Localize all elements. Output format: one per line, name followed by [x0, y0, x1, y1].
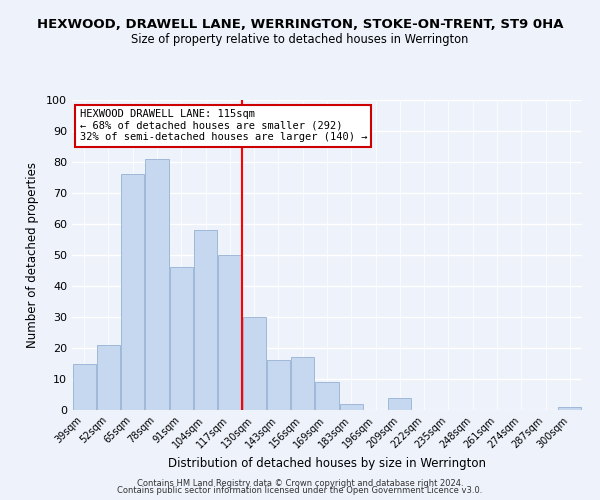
- Text: Size of property relative to detached houses in Werrington: Size of property relative to detached ho…: [131, 32, 469, 46]
- Text: HEXWOOD, DRAWELL LANE, WERRINGTON, STOKE-ON-TRENT, ST9 0HA: HEXWOOD, DRAWELL LANE, WERRINGTON, STOKE…: [37, 18, 563, 30]
- Bar: [291, 358, 314, 410]
- Bar: [340, 404, 363, 410]
- X-axis label: Distribution of detached houses by size in Werrington: Distribution of detached houses by size …: [168, 457, 486, 470]
- Bar: [316, 382, 338, 410]
- Bar: [218, 255, 241, 410]
- Bar: [145, 159, 169, 410]
- Bar: [73, 364, 95, 410]
- Bar: [121, 174, 144, 410]
- Y-axis label: Number of detached properties: Number of detached properties: [26, 162, 39, 348]
- Bar: [194, 230, 217, 410]
- Bar: [559, 407, 581, 410]
- Bar: [242, 317, 266, 410]
- Text: HEXWOOD DRAWELL LANE: 115sqm
← 68% of detached houses are smaller (292)
32% of s: HEXWOOD DRAWELL LANE: 115sqm ← 68% of de…: [80, 110, 367, 142]
- Bar: [170, 268, 193, 410]
- Text: Contains public sector information licensed under the Open Government Licence v3: Contains public sector information licen…: [118, 486, 482, 495]
- Text: Contains HM Land Registry data © Crown copyright and database right 2024.: Contains HM Land Registry data © Crown c…: [137, 478, 463, 488]
- Bar: [267, 360, 290, 410]
- Bar: [388, 398, 412, 410]
- Bar: [97, 345, 120, 410]
